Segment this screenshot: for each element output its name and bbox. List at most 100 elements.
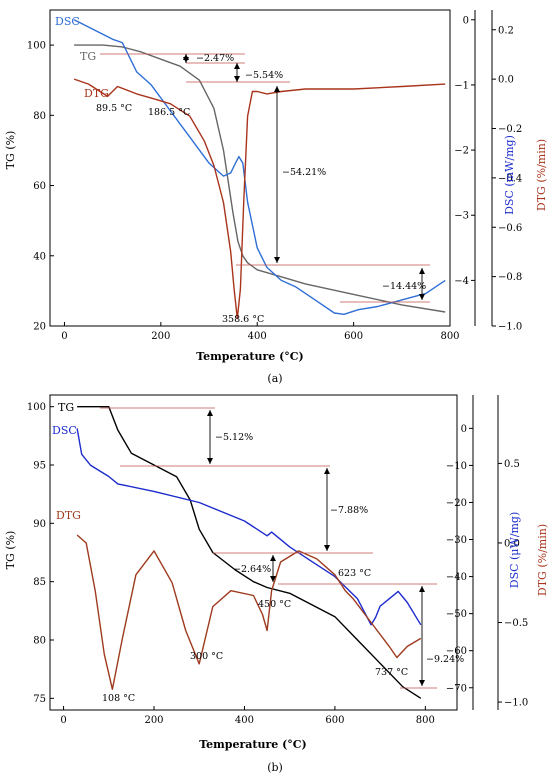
y-left-tick-label: 40	[33, 251, 46, 262]
series-label-dtg: DTG	[84, 87, 109, 100]
dsc-tick-label: −4	[454, 276, 469, 287]
plot-frame	[49, 394, 458, 711]
series-label-tg: TG	[58, 401, 74, 414]
annotation-label: 186.5 °C	[148, 107, 190, 118]
dtg-tick-label: −1.0	[498, 322, 522, 333]
dsc-tick-label: −50	[446, 609, 467, 620]
annotation-label: −7.88%	[330, 505, 368, 516]
arrow-head-down	[274, 257, 280, 263]
arrow-head-down	[419, 294, 425, 300]
arrow-head-up	[419, 268, 425, 274]
x-tick-label: 600	[344, 331, 363, 342]
arrow-head-down	[183, 57, 189, 63]
dtg-tick-label: −0.5	[504, 618, 528, 629]
arrow-head-down	[234, 76, 240, 82]
dtg-tick-label: −0.8	[498, 272, 522, 283]
y-left-tick-label: 20	[33, 322, 46, 333]
dsc-tick-label: −2	[454, 146, 469, 157]
annotation-label: −2.64%	[233, 564, 271, 575]
annotation-label: −5.54%	[245, 70, 283, 81]
dsc-tick-label: −10	[446, 461, 467, 472]
tg-curve	[74, 44, 446, 313]
arrow-head-down	[419, 680, 425, 686]
annotation-label: −9.24%	[426, 654, 464, 665]
dtg-tick-label: −0.4	[498, 173, 522, 184]
x-axis-label: Temperature (°C)	[199, 738, 307, 751]
arrow-head-up	[234, 63, 240, 69]
panel-b: 0 200 400 600 800 75 80 85 90 95 100 0 −10 −20 −30 −40 −…	[4, 394, 549, 774]
y-left-tick-label: 80	[33, 636, 46, 647]
dtg-tick-label: 0.0	[504, 538, 520, 549]
arrow-head-down	[270, 576, 276, 582]
dtg-axis-label: DTG (%/min)	[535, 139, 548, 211]
annotation-label: 89.5 °C	[96, 103, 132, 114]
y-left-tick-label: 75	[33, 694, 46, 705]
dtg-tick-label: −0.6	[498, 223, 522, 234]
x-axis-label: Temperature (°C)	[196, 350, 304, 363]
dtg-axis-label: DTG (%/min)	[536, 524, 549, 596]
dtg-tick-label: 0.0	[498, 75, 514, 86]
x-tick-label: 400	[248, 331, 267, 342]
dsc-curve	[73, 19, 446, 315]
arrow-head-up	[419, 586, 425, 592]
x-tick-label: 800	[416, 715, 435, 726]
dtg-curve	[73, 78, 446, 320]
dsc-tick-label: −3	[454, 211, 469, 222]
y-left-tick-label: 60	[33, 181, 46, 192]
dsc-tick-label: −60	[446, 646, 467, 657]
annotation-label: 450 °C	[258, 599, 291, 610]
dsc-tick-label: −70	[446, 683, 467, 694]
annotation-label: 623 °C	[338, 568, 371, 579]
x-tick-label: 800	[440, 331, 459, 342]
arrow-head-down	[324, 545, 330, 551]
y-left-tick-label: 85	[33, 577, 46, 588]
dsc-curve	[76, 428, 422, 626]
series-label-dtg: DTG	[56, 509, 81, 522]
arrow-head-down	[207, 458, 213, 464]
arrow-head-up	[274, 86, 280, 92]
dsc-tick-label: −30	[446, 535, 467, 546]
dtg-tick-label: 0.5	[504, 459, 520, 470]
arrow-head-up	[207, 410, 213, 416]
panel-a: 0 200 400 600 800 20 40 60 80 100 0 −1 −2 −3 −4 0.2 0.0 −…	[4, 9, 548, 385]
annotation-label: 737 °C	[375, 667, 408, 678]
panel-label: (a)	[267, 372, 282, 385]
annotation-label: 108 °C	[102, 693, 135, 704]
annotation-label: −2.47%	[196, 53, 234, 64]
dsc-tick-label: 0	[463, 15, 469, 26]
x-tick-label: 200	[144, 715, 163, 726]
arrow-head-up	[270, 555, 276, 561]
dsc-tick-label: −20	[446, 498, 467, 509]
dsc-axis-label: DSC (mW/mg)	[503, 135, 516, 215]
y-left-axis-label: TG (%)	[4, 131, 17, 170]
y-left-tick-label: 100	[27, 402, 46, 413]
x-tick-label: 0	[60, 715, 66, 726]
y-left-axis-label: TG (%)	[4, 531, 17, 570]
x-tick-label: 600	[325, 715, 344, 726]
series-label-dsc: DSC	[55, 15, 80, 28]
dsc-tick-label: 0	[461, 424, 467, 435]
dtg-tick-label: −0.2	[498, 124, 522, 135]
y-left-tick-label: 80	[33, 111, 46, 122]
tg-curve	[77, 406, 422, 699]
annotation-label: −54.21%	[282, 167, 326, 178]
annotation-label: 300 °C	[190, 651, 223, 662]
series-label-dsc: DSC	[52, 424, 77, 437]
y-left-tick-label: 95	[33, 461, 46, 472]
dsc-tick-label: −1	[454, 80, 469, 91]
dtg-curve	[76, 534, 422, 690]
dtg-tick-label: −1.0	[504, 698, 528, 709]
panel-label: (b)	[267, 761, 283, 774]
x-tick-label: 0	[61, 331, 67, 342]
x-tick-label: 200	[151, 331, 170, 342]
dsc-tick-label: −40	[446, 572, 467, 583]
plot-frame	[49, 9, 451, 327]
y-left-tick-label: 100	[27, 41, 46, 52]
x-tick-label: 400	[235, 715, 254, 726]
annotation-label: −5.12%	[215, 432, 253, 443]
annotation-label: 358.6 °C	[222, 314, 264, 325]
y-left-tick-label: 90	[33, 519, 46, 530]
dtg-tick-label: 0.2	[498, 25, 514, 36]
arrow-head-up	[324, 468, 330, 474]
